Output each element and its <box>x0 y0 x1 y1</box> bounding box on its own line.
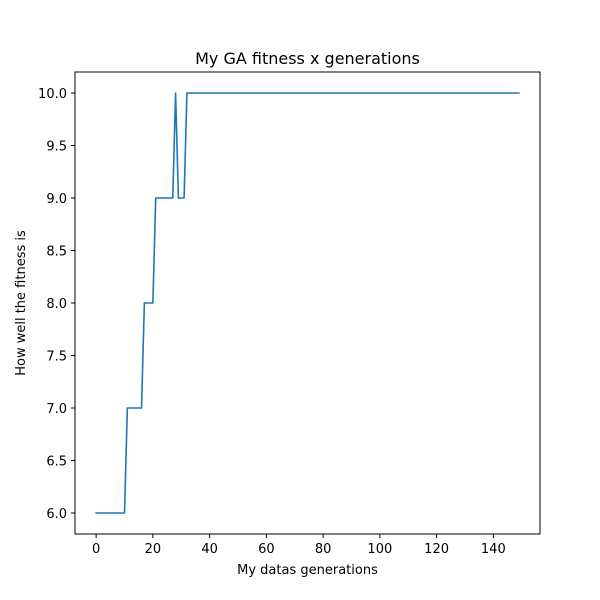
y-tick-label: 8.0 <box>46 297 67 312</box>
y-tick-label: 9.0 <box>46 192 67 207</box>
y-tick-label: 10.0 <box>38 87 67 102</box>
x-tick-label: 40 <box>201 542 218 557</box>
axes-frame <box>74 71 541 535</box>
x-tick-label: 80 <box>315 542 332 557</box>
y-tick-label: 7.5 <box>46 350 67 365</box>
x-tick-label: 140 <box>481 542 506 557</box>
axis-ticks: 0 20 40 60 80 100 120 140 6.0 6.5 7.0 7.5 8.0 8.5 9.0 9… <box>38 87 506 557</box>
y-tick-label: 8.5 <box>46 245 67 260</box>
x-tick-label: 100 <box>367 542 392 557</box>
y-tick-label: 6.5 <box>46 455 67 470</box>
y-axis-label: How well the fitness is <box>14 230 29 376</box>
x-tick-label: 20 <box>145 542 162 557</box>
chart-title: My GA fitness x generations <box>195 49 420 68</box>
y-tick-label: 9.5 <box>46 140 67 155</box>
y-tick-label: 6.0 <box>46 507 67 522</box>
x-axis-label: My datas generations <box>237 563 378 578</box>
x-tick-label: 60 <box>258 542 275 557</box>
x-tick-label: 120 <box>424 542 449 557</box>
series-line-0 <box>95 92 520 514</box>
x-tick-label: 0 <box>92 542 100 557</box>
plot-area <box>95 92 520 514</box>
y-tick-label: 7.0 <box>46 402 67 417</box>
